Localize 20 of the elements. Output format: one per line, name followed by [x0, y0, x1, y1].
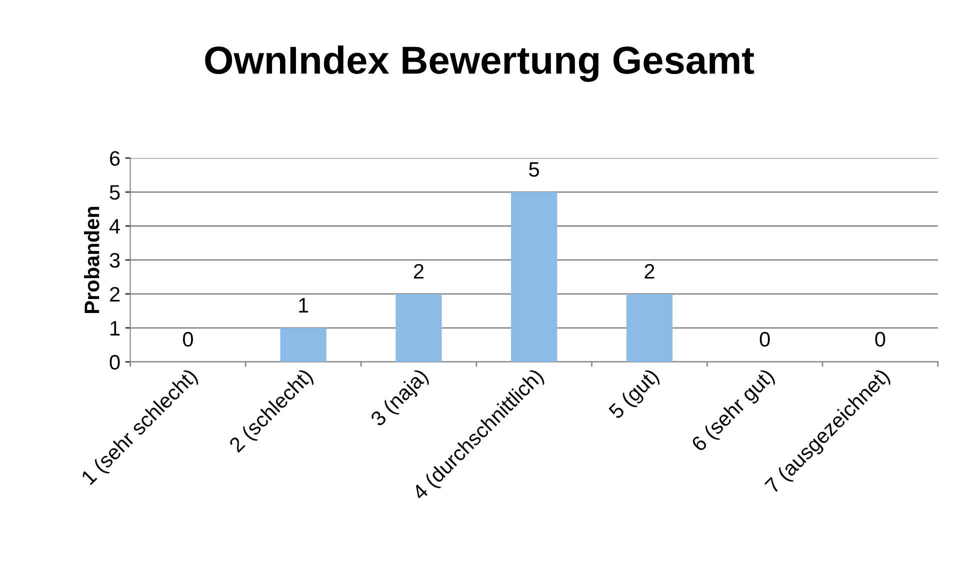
- y-tick-label: 4: [109, 219, 120, 234]
- y-tick-label: 3: [110, 252, 120, 268]
- y-tick-label: 0: [110, 354, 120, 370]
- data-label: 0: [875, 332, 886, 347]
- y-tick-label: 2: [110, 286, 120, 302]
- y-axis-title: Probanden: [84, 206, 100, 313]
- bar: [280, 328, 326, 362]
- data-label: 5: [529, 162, 540, 177]
- data-label: 1: [299, 298, 308, 312]
- data-label: 2: [414, 264, 424, 279]
- data-label: 0: [182, 332, 193, 347]
- data-label: 2: [644, 264, 654, 279]
- y-tick-label: 1: [110, 321, 120, 336]
- bar: [396, 294, 442, 362]
- chart-title: OwnIndex Bewertung Gesamt: [205, 45, 754, 82]
- bar: [511, 192, 558, 362]
- y-tick-label: 6: [110, 151, 120, 166]
- y-tick-label: 5: [110, 185, 120, 200]
- bar: [626, 294, 673, 362]
- data-label: 0: [760, 332, 770, 347]
